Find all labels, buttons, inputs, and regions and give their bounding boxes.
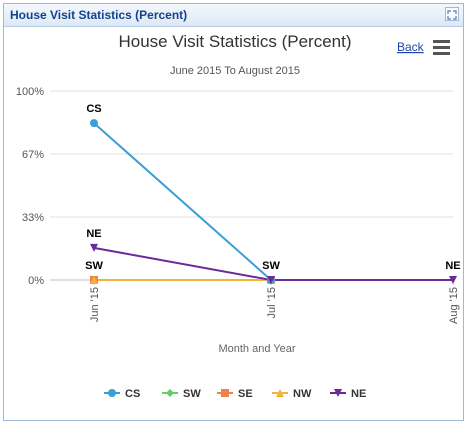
panel-header: House Visit Statistics (Percent) <box>4 4 463 27</box>
series-line-cs <box>93 122 272 281</box>
y-tick-label: 100% <box>16 86 44 98</box>
y-tick-label: 67% <box>22 149 44 161</box>
legend-marker[interactable] <box>276 389 284 397</box>
legend-label: SW <box>183 388 201 400</box>
legend-label: SE <box>238 388 253 400</box>
data-label: CS <box>86 103 101 115</box>
data-point-ne[interactable] <box>90 243 98 252</box>
expand-icon[interactable] <box>445 7 459 21</box>
data-label: SW <box>85 260 103 272</box>
legend-marker[interactable] <box>108 389 116 397</box>
panel-title: House Visit Statistics (Percent) <box>10 8 188 22</box>
y-tick-label: 33% <box>22 212 44 224</box>
data-point-ne[interactable] <box>267 276 275 284</box>
legend-marker[interactable] <box>334 389 342 397</box>
legend-label: NW <box>293 388 312 400</box>
legend-item-ne[interactable]: NE <box>330 388 366 400</box>
hamburger-menu-icon[interactable] <box>432 39 452 55</box>
data-label: SW <box>262 260 280 272</box>
x-axis-ticks: Jun '15 Jul '15 Aug '15 <box>89 280 460 324</box>
data-point-cs[interactable] <box>90 119 98 128</box>
x-tick-label: Aug '15 <box>448 287 460 324</box>
chart-panel: House Visit Statistics (Percent) <box>3 3 464 421</box>
data-point-nw[interactable] <box>90 276 98 284</box>
legend-item-cs[interactable]: CS <box>104 388 140 400</box>
legend-item-nw[interactable]: NW <box>272 388 312 400</box>
legend: CS SW SE NW NE <box>104 388 366 400</box>
legend-marker[interactable] <box>166 389 174 397</box>
legend-label: NE <box>351 388 366 400</box>
legend-item-se[interactable]: SE <box>217 388 253 400</box>
chart-subtitle: June 2015 To August 2015 <box>170 65 300 77</box>
data-point-ne[interactable] <box>449 276 457 284</box>
x-axis-title: Month and Year <box>218 343 295 355</box>
legend-label: CS <box>125 388 140 400</box>
legend-item-sw[interactable]: SW <box>162 388 201 400</box>
chart-title: House Visit Statistics (Percent) <box>118 32 351 51</box>
data-label: NE <box>86 228 101 240</box>
x-tick-label: Jun '15 <box>89 287 101 322</box>
y-tick-label: 0% <box>28 275 44 287</box>
expand-icon-glyph <box>447 10 457 20</box>
legend-marker[interactable] <box>221 389 229 397</box>
x-tick-label: Jul '15 <box>266 287 278 318</box>
series-lines <box>93 122 453 281</box>
y-axis-ticks: 0% 33% 67% 100% <box>16 86 44 287</box>
data-label: NE <box>445 260 460 272</box>
data-labels: CS NE SW SW NE <box>85 103 461 272</box>
series-markers <box>90 119 457 284</box>
back-link[interactable]: Back <box>397 40 425 54</box>
